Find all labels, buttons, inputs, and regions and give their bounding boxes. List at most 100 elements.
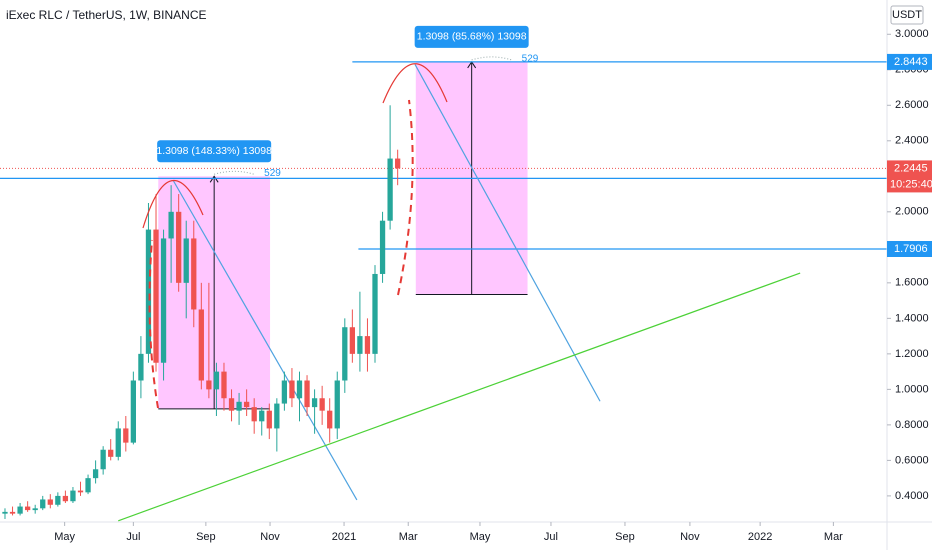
- candle-body: [191, 238, 197, 310]
- y-tick-label: 1.0000: [895, 383, 929, 395]
- candle-body: [77, 490, 84, 493]
- candle-body: [289, 380, 295, 399]
- candle-body: [17, 506, 23, 514]
- candle-body: [70, 490, 76, 502]
- currency-box[interactable]: [890, 5, 924, 25]
- x-tick-label: 2022: [748, 531, 772, 543]
- candle-body: [274, 403, 280, 429]
- candle-body: [311, 398, 318, 408]
- candle-body: [304, 380, 310, 408]
- candle-body: [92, 469, 99, 479]
- candle-body: [349, 327, 355, 354]
- candle-body: [138, 353, 144, 381]
- candle-body: [228, 398, 235, 411]
- candle-body: [115, 428, 121, 457]
- range-arrow-head: [209, 175, 219, 183]
- y-tick-label: 1.2000: [895, 348, 929, 360]
- x-tick-label: May: [470, 531, 491, 543]
- candle-body: [319, 398, 325, 411]
- plot-area: [0, 56, 887, 522]
- price-tag-label: 1.7906: [894, 243, 928, 255]
- chart-title: iExec RLC / TetherUS, 1W, BINANCE: [6, 8, 207, 22]
- x-tick-label: Mar: [399, 531, 418, 543]
- candle-body: [364, 336, 371, 354]
- x-tick-label: Sep: [615, 531, 635, 543]
- price-tag: [887, 240, 932, 257]
- x-tick-label: Nov: [680, 531, 700, 543]
- y-tick-label: 2.4000: [895, 135, 929, 147]
- arc: [382, 63, 448, 104]
- y-tick-label: 1.4000: [895, 312, 929, 324]
- candle-body: [281, 380, 288, 404]
- dashed-arc: [148, 239, 159, 409]
- trendline: [414, 64, 601, 402]
- candle-body: [221, 371, 227, 399]
- last-price-tag: [887, 160, 932, 193]
- candle-body: [32, 508, 38, 511]
- candle-body: [160, 238, 167, 363]
- bars-label: 529: [522, 54, 539, 65]
- candle-body: [251, 407, 257, 422]
- candle-body: [62, 495, 69, 502]
- x-tick-label: Mar: [824, 531, 843, 543]
- candle-body: [145, 229, 152, 354]
- candle-body: [183, 238, 189, 283]
- x-tick-label: Nov: [260, 531, 280, 543]
- x-tick-label: May: [54, 531, 75, 543]
- candle-body: [108, 449, 114, 457]
- candle-body: [85, 478, 91, 493]
- candle-body: [236, 401, 242, 411]
- candle-body: [2, 511, 8, 514]
- y-tick-label: 0.4000: [895, 490, 929, 502]
- candle-body: [40, 499, 46, 509]
- last-price-label: 2.2445: [894, 162, 928, 174]
- price-tag-label: 2.8443: [894, 56, 928, 68]
- candle-body: [387, 158, 393, 221]
- x-tick-label: Sep: [196, 531, 216, 543]
- candle-body: [130, 380, 137, 443]
- candle-body: [123, 428, 129, 443]
- candle-body: [213, 371, 220, 390]
- candle-body: [357, 336, 363, 354]
- candle-body: [198, 309, 204, 381]
- y-tick-label: 1.6000: [895, 277, 929, 289]
- candle-body: [266, 410, 272, 429]
- candle-body: [47, 499, 53, 505]
- candle-body: [206, 380, 212, 390]
- trendline: [172, 180, 358, 501]
- y-tick-label: 0.6000: [895, 454, 929, 466]
- x-tick-label: Jul: [126, 531, 140, 543]
- candle-body: [153, 229, 159, 363]
- currency-label: USDT: [892, 9, 922, 21]
- candle-body: [395, 158, 401, 169]
- candle-body: [379, 220, 386, 274]
- x-tick-label: Jul: [544, 531, 558, 543]
- candle-body: [342, 327, 348, 381]
- range-label-box: [157, 140, 272, 163]
- candle-body: [100, 449, 106, 470]
- range-label: 1.3098 (148.33%) 13098: [156, 145, 272, 157]
- range-label-box: [414, 25, 529, 48]
- candle-body: [168, 211, 174, 239]
- countdown-label: 10:25:40: [890, 178, 932, 190]
- y-tick-label: 3.0000: [895, 28, 929, 40]
- candle-body: [243, 401, 250, 408]
- price-tag: [887, 53, 932, 70]
- x-tick-label: 2021: [332, 531, 356, 543]
- y-tick-label: 2.6000: [895, 99, 929, 111]
- arc: [142, 180, 204, 229]
- candle-body: [24, 506, 31, 511]
- y-tick-label: 2.0000: [895, 206, 929, 218]
- candle-body: [55, 495, 61, 505]
- candle-body: [9, 511, 16, 514]
- candle-body: [259, 410, 265, 422]
- trendline: [118, 272, 801, 522]
- candle-body: [296, 380, 303, 399]
- bars-label: 529: [264, 168, 281, 179]
- bars-dotted: [214, 170, 255, 175]
- candle-body: [372, 273, 378, 354]
- dashed-arc: [397, 99, 414, 296]
- bars-dotted: [471, 56, 512, 61]
